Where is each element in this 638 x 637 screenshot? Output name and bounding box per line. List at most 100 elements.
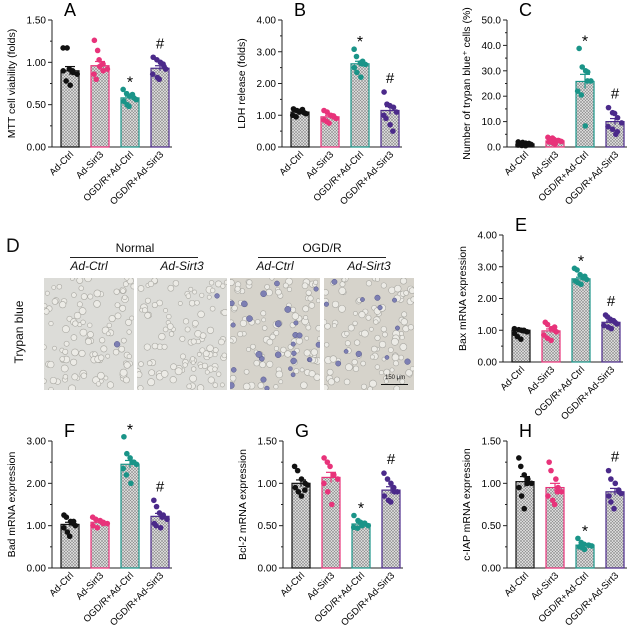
- y-axis-label: MTT cell viability (folds): [6, 29, 18, 139]
- y-tick-label: 1.50: [27, 16, 47, 27]
- data-point: [157, 524, 164, 531]
- data-point: [553, 329, 560, 335]
- x-tick-label: Ad-Ctrl: [47, 570, 76, 599]
- data-point: [104, 520, 111, 527]
- y-tick-label: 0.00: [478, 358, 498, 369]
- data-point: [608, 499, 614, 505]
- data-point: [120, 86, 126, 93]
- data-point: [354, 525, 361, 532]
- data-point: [381, 493, 388, 499]
- data-point: [299, 106, 306, 113]
- data-point: [381, 89, 387, 95]
- bar-Ad-Sirt3: [90, 521, 110, 569]
- y-tick-label: 1.00: [258, 479, 278, 490]
- x-tick-label: Ad-Ctrl: [502, 570, 531, 599]
- y-axis-label: c-IAP mRNA expression: [461, 448, 473, 561]
- data-point: [121, 433, 127, 440]
- data-point: [93, 516, 99, 523]
- data-point: [358, 74, 364, 80]
- chart-a: A MTT cell viability (folds) 0.00 0.50 1.00 1…: [6, 0, 172, 207]
- data-point: [351, 64, 358, 71]
- data-point: [606, 493, 612, 499]
- y-tick-label: 3.00: [257, 47, 277, 58]
- data-point: [74, 71, 80, 77]
- data-point: [546, 459, 552, 465]
- data-point: [390, 128, 396, 134]
- x-tick-label: OGD/R+Ad-Sirt3: [108, 149, 166, 207]
- data-point: [584, 69, 591, 75]
- data-point: [100, 68, 106, 74]
- data-point: [334, 476, 341, 482]
- data-point: [164, 516, 170, 523]
- significance-star: *: [358, 501, 364, 518]
- significance-star: *: [582, 523, 588, 540]
- data-point: [156, 76, 163, 83]
- data-point: [551, 501, 558, 508]
- data-point: [618, 120, 625, 126]
- panel-letter: A: [64, 0, 76, 20]
- significance-hash: #: [611, 449, 620, 466]
- data-point: [91, 71, 97, 77]
- data-point: [584, 78, 591, 84]
- data-point: [61, 524, 67, 531]
- data-point: [585, 542, 592, 548]
- data-point: [605, 467, 612, 474]
- x-tick-label: OGD/R+Ad-Sirt3: [559, 364, 617, 422]
- data-point: [90, 522, 96, 529]
- panel-letter: G: [295, 421, 309, 441]
- data-point: [91, 37, 98, 44]
- x-tick-label: OGD/R+Ad-Sirt3: [563, 149, 621, 207]
- data-point: [153, 522, 159, 529]
- significance-hash: #: [387, 451, 396, 468]
- significance-star: *: [127, 422, 133, 439]
- data-point: [294, 467, 301, 474]
- data-point: [558, 489, 565, 495]
- data-point: [518, 336, 524, 342]
- data-point: [387, 121, 393, 128]
- data-point: [581, 546, 588, 553]
- data-point: [292, 484, 299, 491]
- data-point: [612, 480, 619, 487]
- data-point: [298, 493, 305, 499]
- y-tick-label: 2.00: [478, 294, 498, 305]
- x-tick-label: Ad-Ctrl: [277, 149, 306, 178]
- data-point: [511, 325, 518, 332]
- data-point: [100, 520, 106, 527]
- y-tick-label: 40.0: [482, 41, 502, 52]
- data-point: [390, 484, 397, 491]
- x-tick-label: OGD/R+Ad-Sirt3: [108, 570, 166, 628]
- data-point: [293, 114, 299, 120]
- data-point: [576, 45, 582, 52]
- data-point: [383, 115, 389, 122]
- data-point: [63, 514, 70, 520]
- data-point: [63, 78, 69, 84]
- x-tick-label: Ad-Ctrl: [502, 149, 531, 178]
- condition-ogdr: OGD/R: [302, 241, 342, 255]
- significance-star: *: [127, 74, 133, 91]
- data-point: [555, 484, 561, 491]
- column-label: Ad-Sirt3: [347, 259, 391, 273]
- data-point: [303, 110, 309, 117]
- column-label: Ad-Sirt3: [160, 259, 204, 273]
- bar-OGD/R+Ad-Ctrl: [351, 523, 371, 569]
- panel-letter: B: [294, 0, 306, 20]
- data-point: [391, 489, 398, 495]
- y-axis-label: Bax mRNA expression: [457, 246, 469, 351]
- data-point: [525, 476, 531, 482]
- y-tick-label: 30.0: [482, 66, 502, 77]
- significance-star: *: [582, 33, 588, 50]
- data-point: [104, 66, 111, 72]
- data-point: [516, 484, 522, 491]
- chart-b: B LDH release (folds) 0.00 1.00 2.00 3.00 4.00…: [236, 0, 402, 207]
- data-point: [326, 120, 332, 126]
- column-label: Ad-Ctrl: [70, 259, 108, 273]
- micrograph-ogdr-ad-ctrl: [230, 278, 320, 390]
- significance-hash: #: [607, 293, 616, 310]
- data-point: [608, 476, 614, 482]
- y-tick-label: 1.50: [482, 437, 502, 448]
- data-point: [582, 123, 589, 129]
- data-point: [388, 480, 394, 487]
- chart-e: E Bax mRNA expression 0.00 1.00 2.00 3.00 4.00…: [457, 215, 623, 422]
- bar-OGD/R+Ad-Ctrl: [120, 463, 140, 569]
